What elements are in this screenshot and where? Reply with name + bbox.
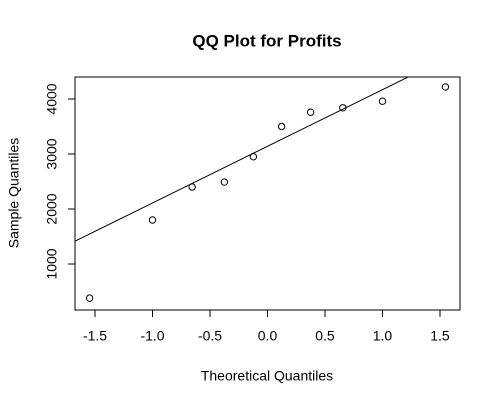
point: [85, 294, 94, 302]
point: [378, 97, 387, 105]
x-tick-label: 0.0: [258, 328, 278, 344]
point: [441, 83, 450, 91]
x-axis-label: Theoretical Quantiles: [201, 368, 333, 384]
y-tick-label: 3000: [44, 138, 60, 169]
point: [277, 122, 286, 131]
x-tick-label: -1.0: [140, 328, 164, 344]
point: [306, 108, 315, 116]
chart-title: QQ Plot for Profits: [192, 31, 341, 50]
point: [249, 153, 258, 161]
y-tick-label: 4000: [44, 83, 60, 114]
point: [339, 104, 347, 112]
point: [220, 178, 229, 186]
x-tick-label: 1.0: [373, 328, 393, 344]
x-tick-label: 0.5: [315, 328, 335, 344]
point: [188, 183, 196, 191]
x-tick-label: -1.5: [83, 328, 107, 344]
y-tick-label: 2000: [44, 193, 60, 224]
y-tick-label: 1000: [44, 248, 60, 279]
qq-line: [75, 77, 410, 242]
y-axis-label: Sample Quantiles: [6, 138, 22, 249]
point: [148, 216, 157, 224]
x-tick-label: 1.5: [430, 328, 450, 344]
x-tick-label: -0.5: [198, 328, 222, 344]
